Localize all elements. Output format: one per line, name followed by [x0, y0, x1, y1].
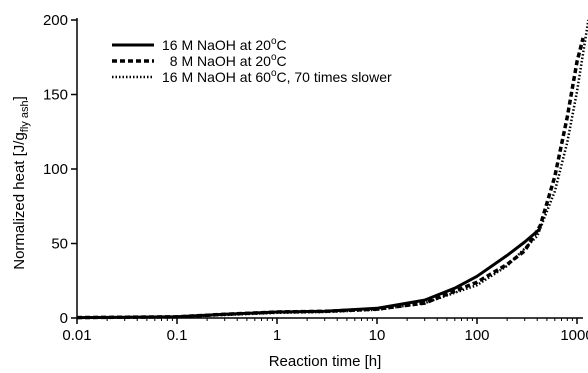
y-axis-label-tail: ]	[11, 96, 28, 100]
series-line-3	[76, 19, 588, 319]
x-tick-label: 100	[464, 327, 489, 344]
axes	[76, 18, 583, 319]
y-tick-label: 50	[51, 236, 68, 253]
y-tick-label: 0	[60, 310, 68, 327]
y-tick-label: 100	[43, 161, 68, 178]
legend-label-3: 16 M NaOH at 60oC, 70 times slower	[162, 68, 392, 85]
x-axis-label: Reaction time [h]	[269, 353, 382, 370]
y-axis-label-sub: fly ash	[19, 100, 31, 132]
ticks: 0 50 100 150 200 0.01 0.1 1 10 100 1000	[43, 12, 588, 344]
x-tick-label: 1000	[560, 327, 588, 344]
y-tick-label: 150	[43, 87, 68, 104]
y-tick-label: 200	[43, 12, 68, 29]
x-tick-label: 10	[369, 327, 386, 344]
x-tick-label: 0.01	[62, 327, 91, 344]
series-line-1	[76, 227, 542, 320]
legend-label-2: 8 M NaOH at 20oC	[162, 52, 287, 69]
series-lines	[76, 19, 588, 320]
y-axis-label: Normalized heat [J/gfly ash]	[11, 96, 31, 270]
y-axis-label-main: Normalized heat [J/g	[11, 132, 28, 270]
series-line-2	[76, 37, 585, 320]
x-tick-label: 1	[273, 327, 281, 344]
legend-label-1: 16 M NaOH at 20oC	[162, 36, 287, 53]
x-tick-label: 0.1	[167, 327, 188, 344]
